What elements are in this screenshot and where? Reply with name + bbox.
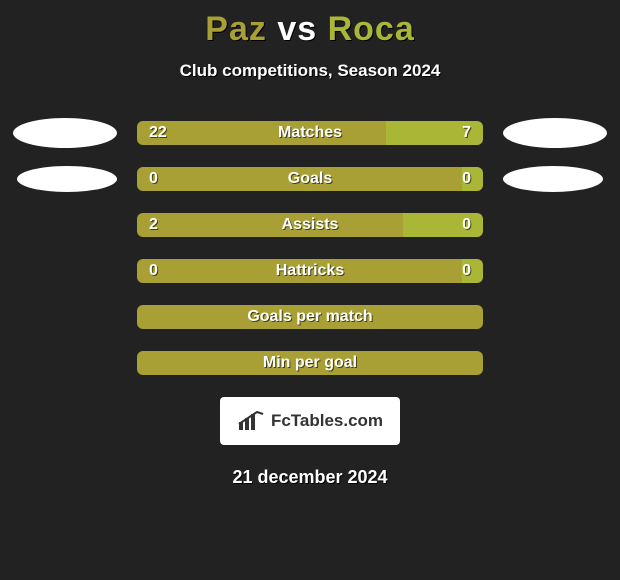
stat-bar-left [137, 305, 483, 329]
stat-bar: 0 0 Goals [137, 167, 483, 191]
stat-bar: Goals per match [137, 305, 483, 329]
page-title: Paz vs Roca [0, 0, 620, 49]
stat-bar-left: 2 [137, 213, 403, 237]
stat-bar: 22 7 Matches [137, 121, 483, 145]
stat-row-gpm: Goals per match [0, 305, 620, 329]
title-player1: Paz [205, 10, 267, 48]
stat-bar-right: 0 [403, 213, 483, 237]
brand-chart-icon [237, 410, 265, 432]
comparison-card: Paz vs Roca Club competitions, Season 20… [0, 0, 620, 580]
stat-row-hattricks: 0 0 Hattricks [0, 259, 620, 283]
stat-bar-right: 0 [462, 167, 483, 191]
date-text: 21 december 2024 [0, 467, 620, 488]
stat-left-value: 0 [137, 170, 170, 188]
stat-bar: 2 0 Assists [137, 213, 483, 237]
stat-bar: 0 0 Hattricks [137, 259, 483, 283]
stat-bar: Min per goal [137, 351, 483, 375]
stat-row-mpg: Min per goal [0, 351, 620, 375]
stat-bar-right: 0 [462, 259, 483, 283]
stat-right-value: 7 [450, 124, 483, 142]
stat-right-value: 0 [450, 170, 483, 188]
stat-bar-right: 7 [386, 121, 483, 145]
stat-right-value: 0 [450, 216, 483, 234]
stat-bar-left: 22 [137, 121, 386, 145]
stat-right-value: 0 [450, 262, 483, 280]
stat-bar-left: 0 [137, 259, 462, 283]
stat-left-value: 0 [137, 262, 170, 280]
player1-badge-ellipse [13, 118, 117, 148]
brand-badge: FcTables.com [220, 397, 400, 445]
stat-row-matches: 22 7 Matches [0, 121, 620, 145]
player2-badge-ellipse [503, 118, 607, 148]
stat-left-value: 22 [137, 124, 179, 142]
stat-left-value: 2 [137, 216, 170, 234]
subtitle: Club competitions, Season 2024 [0, 61, 620, 81]
brand-text: FcTables.com [271, 411, 383, 431]
title-vs: vs [277, 10, 317, 48]
stat-row-goals: 0 0 Goals [0, 167, 620, 191]
stats-block: 22 7 Matches 0 0 Goals 2 0 Assists [0, 121, 620, 375]
player2-badge-ellipse-2 [503, 166, 603, 192]
stat-row-assists: 2 0 Assists [0, 213, 620, 237]
stat-bar-left [137, 351, 483, 375]
stat-bar-left: 0 [137, 167, 462, 191]
player1-badge-ellipse-2 [17, 166, 117, 192]
title-player2: Roca [328, 10, 415, 48]
